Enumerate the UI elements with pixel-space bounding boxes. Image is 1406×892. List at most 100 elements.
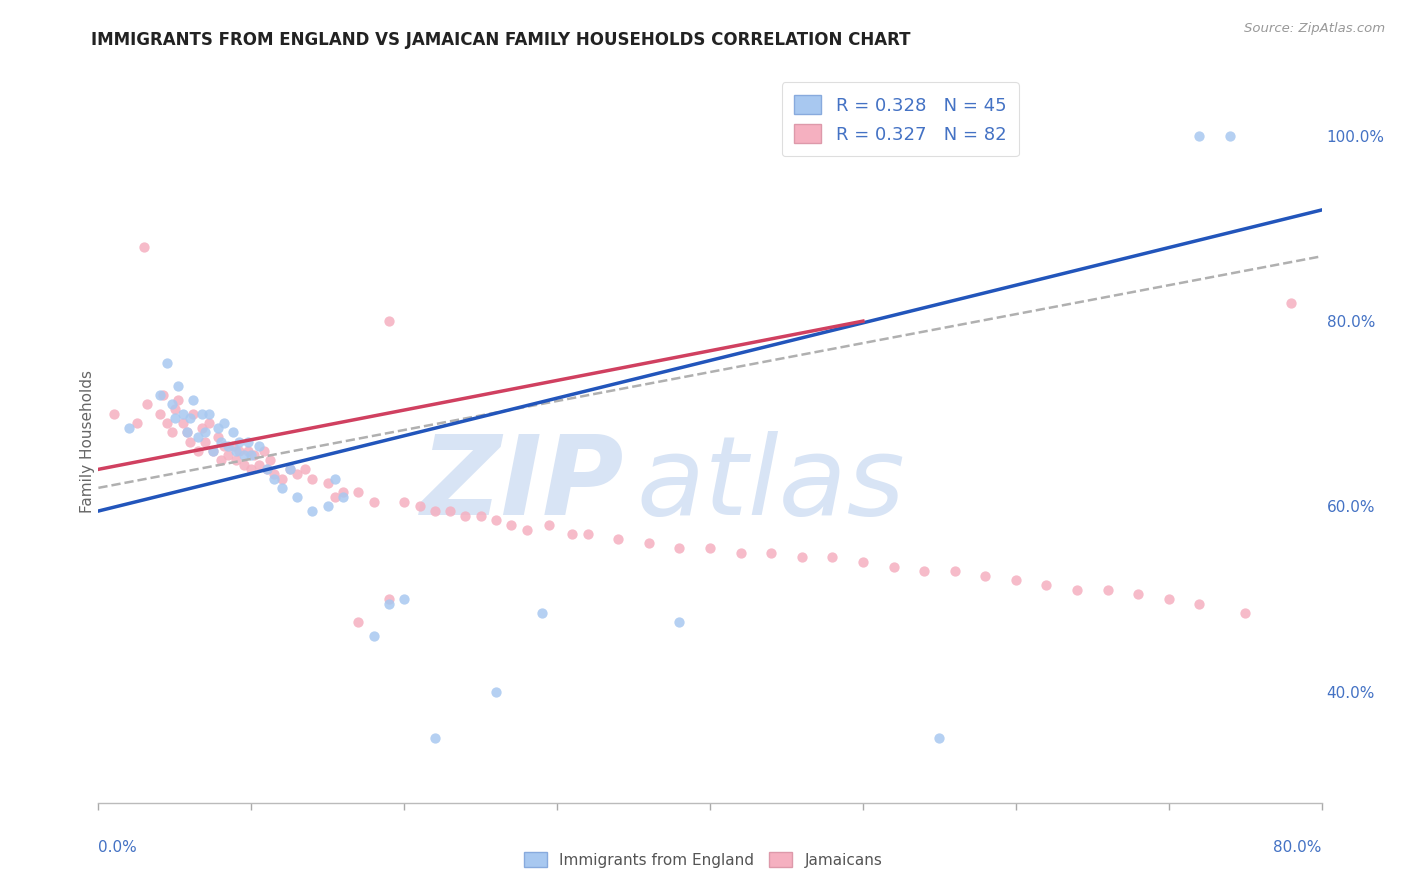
Point bbox=[125, 416, 148, 430]
Point bbox=[270, 472, 292, 486]
Point bbox=[163, 411, 186, 425]
Point bbox=[149, 407, 172, 421]
Point bbox=[470, 508, 492, 523]
Point bbox=[222, 439, 245, 453]
Point bbox=[228, 434, 250, 449]
Point bbox=[378, 314, 401, 328]
Legend: R = 0.328   N = 45, R = 0.327   N = 82: R = 0.328 N = 45, R = 0.327 N = 82 bbox=[782, 82, 1019, 156]
Point bbox=[1157, 592, 1180, 607]
Point bbox=[883, 559, 905, 574]
Point bbox=[1004, 574, 1026, 588]
Point bbox=[363, 494, 385, 508]
Point bbox=[347, 485, 370, 500]
Point bbox=[1035, 578, 1057, 592]
Point bbox=[637, 536, 661, 550]
Point bbox=[530, 606, 553, 620]
Text: atlas: atlas bbox=[637, 432, 905, 539]
Point bbox=[316, 476, 339, 491]
Point bbox=[225, 453, 247, 467]
Point bbox=[172, 416, 194, 430]
Point bbox=[179, 434, 201, 449]
Point bbox=[187, 443, 209, 458]
Point bbox=[668, 615, 690, 630]
Point bbox=[212, 439, 235, 453]
Point bbox=[316, 500, 339, 514]
Point bbox=[325, 490, 347, 504]
Point bbox=[821, 550, 844, 565]
Point bbox=[136, 397, 159, 411]
Point bbox=[301, 472, 323, 486]
Point bbox=[197, 416, 219, 430]
Point bbox=[217, 439, 239, 453]
Text: Source: ZipAtlas.com: Source: ZipAtlas.com bbox=[1244, 22, 1385, 36]
Point bbox=[270, 481, 292, 495]
Point bbox=[668, 541, 690, 555]
Point bbox=[378, 597, 401, 611]
Point bbox=[179, 411, 201, 425]
Point bbox=[240, 449, 263, 463]
Point bbox=[730, 546, 752, 560]
Point bbox=[943, 564, 966, 578]
Point bbox=[156, 356, 179, 370]
Point bbox=[202, 443, 225, 458]
Point bbox=[232, 458, 254, 472]
Text: 80.0%: 80.0% bbox=[1274, 840, 1322, 855]
Point bbox=[228, 443, 250, 458]
Point bbox=[240, 462, 263, 476]
Point bbox=[156, 416, 179, 430]
Point bbox=[191, 407, 214, 421]
Point bbox=[347, 615, 370, 630]
Point bbox=[485, 684, 508, 698]
Point bbox=[607, 532, 630, 546]
Point bbox=[1066, 582, 1088, 597]
Point bbox=[259, 453, 281, 467]
Point bbox=[103, 407, 125, 421]
Y-axis label: Family Households: Family Households bbox=[80, 370, 94, 513]
Point bbox=[408, 500, 430, 514]
Point bbox=[538, 517, 561, 532]
Point bbox=[176, 425, 198, 440]
Point bbox=[378, 592, 401, 607]
Point bbox=[1219, 128, 1241, 143]
Point bbox=[160, 397, 183, 411]
Point bbox=[278, 462, 301, 476]
Point bbox=[392, 592, 416, 607]
Point bbox=[252, 443, 274, 458]
Point bbox=[176, 425, 198, 440]
Point bbox=[225, 443, 247, 458]
Point bbox=[454, 508, 477, 523]
Text: IMMIGRANTS FROM ENGLAND VS JAMAICAN FAMILY HOUSEHOLDS CORRELATION CHART: IMMIGRANTS FROM ENGLAND VS JAMAICAN FAMI… bbox=[91, 31, 911, 49]
Point bbox=[222, 425, 245, 440]
Point bbox=[363, 629, 385, 643]
Point bbox=[232, 449, 254, 463]
Point bbox=[576, 527, 599, 541]
Point bbox=[392, 494, 416, 508]
Point bbox=[247, 458, 270, 472]
Point bbox=[263, 467, 285, 481]
Point bbox=[1128, 587, 1150, 601]
Point bbox=[301, 504, 323, 518]
Point bbox=[790, 550, 813, 565]
Point bbox=[912, 564, 935, 578]
Point bbox=[1097, 582, 1119, 597]
Text: ZIP: ZIP bbox=[420, 432, 624, 539]
Legend: Immigrants from England, Jamaicans: Immigrants from England, Jamaicans bbox=[517, 846, 889, 873]
Point bbox=[501, 517, 523, 532]
Point bbox=[134, 240, 156, 254]
Point bbox=[294, 462, 316, 476]
Point bbox=[181, 407, 204, 421]
Point bbox=[332, 490, 354, 504]
Point bbox=[194, 434, 217, 449]
Point bbox=[167, 379, 190, 393]
Point bbox=[974, 569, 997, 583]
Point bbox=[212, 416, 235, 430]
Point bbox=[285, 490, 308, 504]
Point bbox=[423, 504, 446, 518]
Point bbox=[209, 453, 232, 467]
Point bbox=[256, 462, 278, 476]
Point bbox=[163, 402, 186, 417]
Point bbox=[285, 467, 308, 481]
Point bbox=[852, 555, 875, 569]
Point bbox=[561, 527, 583, 541]
Point bbox=[332, 485, 354, 500]
